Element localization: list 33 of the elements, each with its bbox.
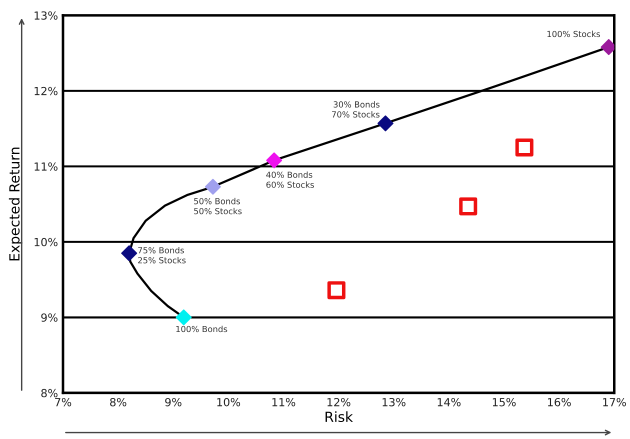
x-tick-label: 13% [382, 398, 406, 406]
point [121, 245, 138, 262]
y-tick-label: 8% [41, 388, 58, 398]
y-tick-label: 11% [34, 162, 58, 171]
annotation: 100% Bonds [176, 326, 228, 332]
x-tick-label: 16% [548, 398, 571, 406]
annotation: 75% Bonds 25% Stocks [138, 246, 186, 264]
x-tick-label: 14% [438, 398, 461, 406]
y-tick-label: 13% [34, 11, 58, 20]
point [459, 197, 478, 216]
point [378, 115, 394, 132]
x-tick-label: 8% [110, 398, 126, 406]
point [327, 281, 346, 300]
point [176, 309, 192, 326]
x-tick-label: 11% [272, 398, 296, 406]
x-tick-label: 15% [492, 398, 516, 406]
x-axis-title: Risk [326, 411, 353, 422]
x-tick-label: 9% [165, 398, 182, 406]
point [515, 138, 534, 157]
annotation: 40% Bonds 60% Stocks [266, 171, 314, 188]
x-tick-label: 17% [603, 398, 626, 406]
point [204, 178, 221, 195]
y-tick-label: 10% [34, 238, 58, 246]
y-tick-label: 12% [34, 86, 58, 96]
annotation: 100% Stocks [547, 30, 600, 38]
x-tick-label: 12% [327, 398, 350, 406]
annotation: 30% Bonds 70% Stocks [332, 101, 380, 118]
x-tick-label: 7% [55, 398, 72, 406]
y-tick-label: 9% [41, 313, 58, 322]
y-axis-title: Expected Return [8, 148, 22, 260]
annotation: 50% Bonds 50% Stocks [194, 198, 242, 214]
point [266, 152, 282, 168]
x-tick-label: 10% [217, 398, 240, 406]
